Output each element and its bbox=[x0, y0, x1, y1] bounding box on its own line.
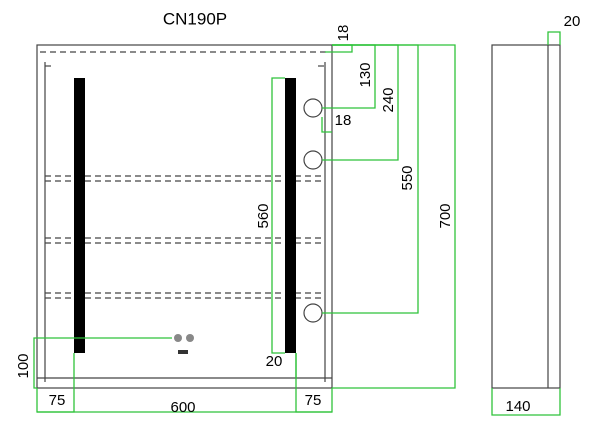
dim-label: 75 bbox=[305, 392, 322, 409]
dim-label: 100 bbox=[15, 353, 32, 378]
dim-label: 75 bbox=[49, 392, 66, 409]
front-view bbox=[36, 44, 333, 389]
dim-label: 20 bbox=[266, 353, 283, 370]
dim-label: 140 bbox=[505, 398, 530, 415]
dim-label: 18 bbox=[335, 112, 352, 129]
dim-label: 130 bbox=[357, 62, 374, 87]
dim-label: 240 bbox=[380, 87, 397, 112]
dim-label: 20 bbox=[564, 13, 581, 30]
dim-label: 560 bbox=[255, 203, 272, 228]
dim-label: 550 bbox=[399, 165, 416, 190]
dim-label: 600 bbox=[170, 399, 195, 416]
dimension-lines bbox=[33, 31, 561, 416]
title: CN190P bbox=[163, 9, 227, 28]
dim-label: 18 bbox=[335, 25, 352, 42]
side-view bbox=[491, 44, 561, 389]
dim-label: 700 bbox=[437, 203, 454, 228]
